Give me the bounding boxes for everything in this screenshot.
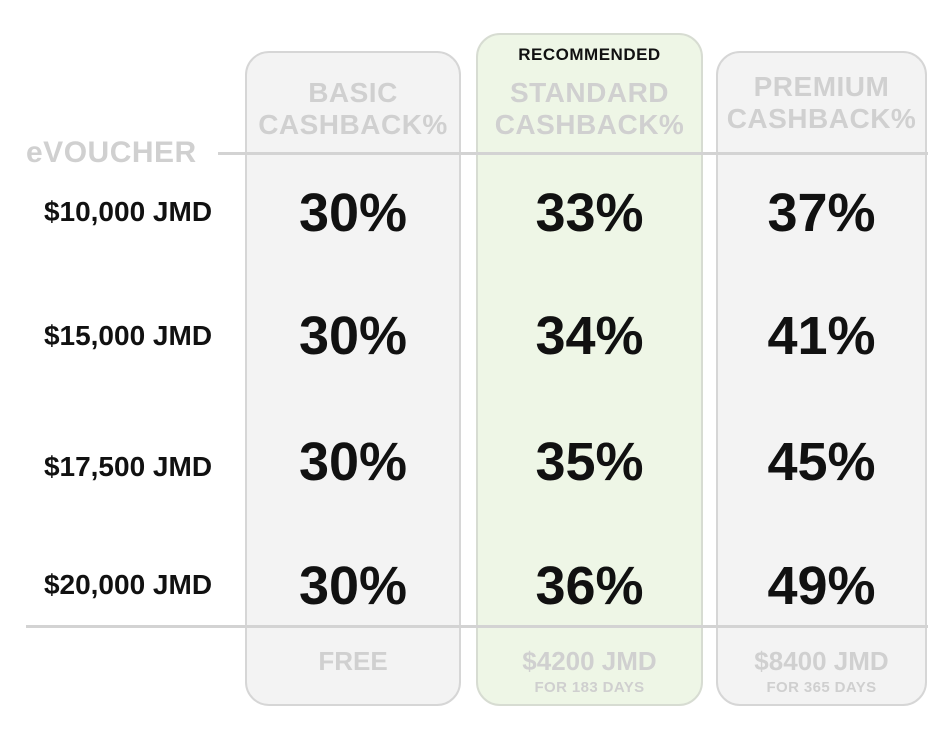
plan-price-basic: FREE xyxy=(318,646,388,676)
cashback-premium-row-3: 45% xyxy=(767,432,876,492)
plan-column-standard[interactable]: RECOMMENDED STANDARD CASHBACK% xyxy=(476,33,703,706)
cashback-basic-row-4: 30% xyxy=(298,556,408,616)
plan-period-premium: FOR 365 DAYS xyxy=(766,679,877,696)
plan-price-premium: $8400 JMD xyxy=(754,646,889,676)
plan-header-basic: BASIC CASHBACK% xyxy=(247,77,459,141)
recommended-badge: RECOMMENDED xyxy=(518,45,661,64)
cashback-premium-row-2: 41% xyxy=(767,306,876,366)
cashback-premium-row-1: 37% xyxy=(767,183,876,243)
plan-name-premium: PREMIUM xyxy=(753,71,890,102)
header-divider xyxy=(218,152,928,155)
plan-period-standard: FOR 183 DAYS xyxy=(534,679,645,696)
plan-name-standard: STANDARD xyxy=(509,77,670,108)
voucher-amount-row-4: $20,000 JMD xyxy=(43,569,213,600)
cashback-basic-row-3: 30% xyxy=(298,432,408,492)
cashback-basic-row-1: 30% xyxy=(298,183,408,243)
cashback-basic-row-2: 30% xyxy=(298,306,408,366)
plan-subtitle-basic: CASHBACK% xyxy=(258,109,448,140)
plan-header-standard: STANDARD CASHBACK% xyxy=(478,77,701,141)
plan-price-standard: $4200 JMD xyxy=(522,646,657,676)
plan-subtitle-standard: CASHBACK% xyxy=(494,109,685,140)
cashback-standard-row-1: 33% xyxy=(535,183,644,243)
plan-column-basic[interactable]: BASIC CASHBACK% xyxy=(245,51,461,706)
cashback-standard-row-2: 34% xyxy=(535,306,644,366)
plan-column-premium[interactable]: PREMIUM CASHBACK% xyxy=(716,51,927,706)
voucher-amount-row-2: $15,000 JMD xyxy=(43,320,213,351)
cashback-standard-row-3: 35% xyxy=(535,432,644,492)
voucher-amount-row-3: $17,500 JMD xyxy=(43,451,213,482)
cashback-premium-row-4: 49% xyxy=(767,556,876,616)
plan-header-premium: PREMIUM CASHBACK% xyxy=(718,71,925,135)
evoucher-heading: eVOUCHER xyxy=(26,136,197,169)
cashback-standard-row-4: 36% xyxy=(535,556,644,616)
plan-name-basic: BASIC xyxy=(308,77,398,108)
voucher-amount-row-1: $10,000 JMD xyxy=(43,196,213,227)
plan-subtitle-premium: CASHBACK% xyxy=(726,103,917,134)
footer-divider xyxy=(26,625,928,628)
